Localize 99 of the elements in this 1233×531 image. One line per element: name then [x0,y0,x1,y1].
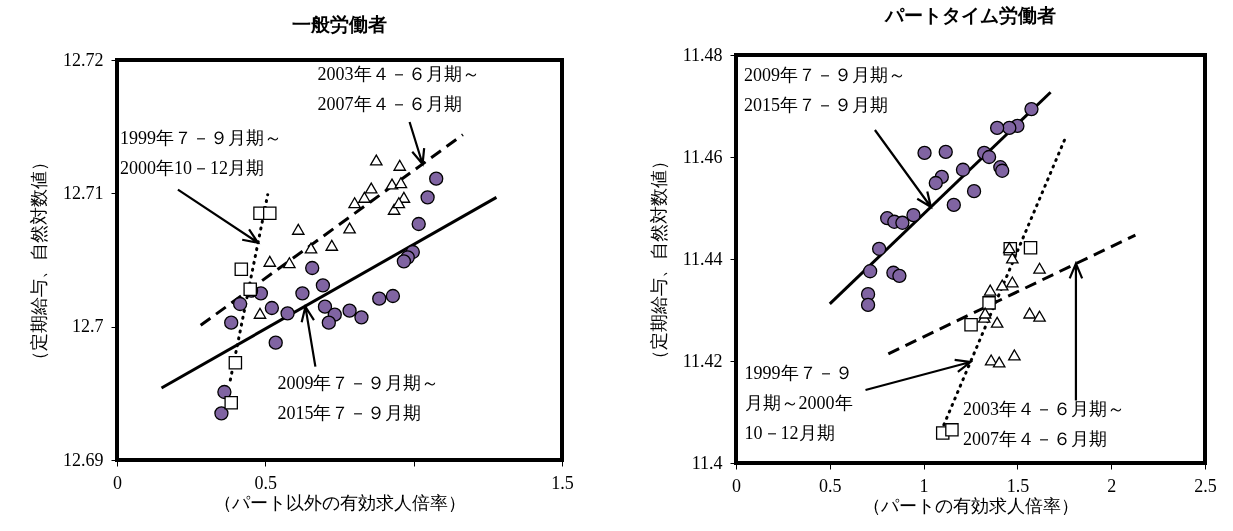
point [1033,262,1046,274]
point [1008,349,1021,361]
point [978,307,992,319]
x-tick-label: 1 [919,475,929,496]
annotation: 2009年７－９月期～2015年７－９月期 [743,64,906,115]
point [990,316,1004,328]
point [860,297,876,313]
x-tick-label: 1.5 [1006,475,1030,496]
point [228,355,243,370]
point [420,190,435,205]
point [295,286,310,301]
point [385,288,401,304]
point [1023,307,1036,319]
x-axis-title: （パート以外の有効求人倍率） [214,492,466,513]
y-tick-label: 12.72 [63,49,104,70]
point [354,310,369,325]
y-tick-label: 11.4 [691,452,723,473]
point [364,182,378,194]
point [325,239,339,251]
point [342,303,357,318]
point [895,215,910,230]
annotation: 2003年４－６月期～2007年４－６月期 [962,398,1125,449]
point [283,257,296,269]
point [268,335,283,350]
point [1005,252,1019,264]
point [291,223,305,235]
point [429,171,444,186]
point [928,175,943,191]
x-axis-title: （パートの有効求人倍率） [863,495,1079,516]
y-tick-label: 11.48 [682,44,723,65]
point [1024,101,1039,117]
point [253,307,267,319]
point [1002,120,1017,136]
point [232,296,248,312]
point [984,354,998,366]
point [305,260,320,276]
y-axis-title: （定期給与、自然対数値） [29,152,49,369]
point [396,254,412,269]
point [871,241,887,256]
chart-title: 一般労働者 [292,13,387,35]
point [394,177,408,189]
point [1033,310,1046,322]
point [945,423,959,437]
point [343,222,356,234]
point [917,145,932,161]
point [372,291,387,306]
annotation: 2003年４－６月期～2007年４－６月期 [317,64,480,114]
x-tick-label: 0 [732,475,741,496]
point [217,384,232,400]
annotation: 1999年７－９月期～2000年10－12月期 [119,127,282,178]
point [983,284,997,296]
point [315,278,331,293]
point [304,242,318,254]
point [938,144,953,160]
point [966,184,982,199]
point [358,191,371,203]
point [385,178,399,190]
point [317,299,333,314]
point [263,255,277,267]
x-tick-label: 2 [1107,475,1117,496]
x-tick-label: 0.5 [254,472,278,493]
point [906,207,921,223]
point [862,264,878,279]
annotation: 2009年７－９月期～2015年７－９月期 [277,372,440,423]
point [369,154,383,166]
point [280,306,295,321]
point [946,197,961,213]
y-tick-label: 12.69 [63,449,104,470]
point [411,216,426,232]
y-tick-label: 11.44 [682,248,723,269]
x-tick-label: 1.5 [551,472,574,493]
point [263,206,277,221]
x-tick-label: 0.5 [819,475,842,496]
y-tick-label: 11.46 [682,146,723,167]
point [321,315,336,330]
point [1005,276,1019,288]
point [982,296,996,310]
point [234,262,249,277]
point [393,159,407,171]
point [348,197,361,209]
y-tick-label: 12.7 [72,316,104,337]
x-tick-label: 0 [113,472,122,493]
point [392,197,406,209]
y-tick-label: 12.71 [63,182,104,203]
y-tick-label: 11.42 [682,350,723,371]
point [224,315,239,330]
point [955,162,971,177]
y-axis-title: （定期給与、自然対数値） [648,151,669,368]
point [264,300,280,316]
x-tick-label: 2.5 [1194,475,1217,496]
point [995,279,1009,291]
point [981,149,997,165]
point [892,268,907,283]
point [989,120,1005,136]
annotation: 1999年７－９月期～2000年10－12月期 [744,363,853,444]
point [992,356,1006,368]
point [1023,241,1038,255]
point [214,406,229,421]
chart-title: パートタイム労働者 [884,4,1056,26]
